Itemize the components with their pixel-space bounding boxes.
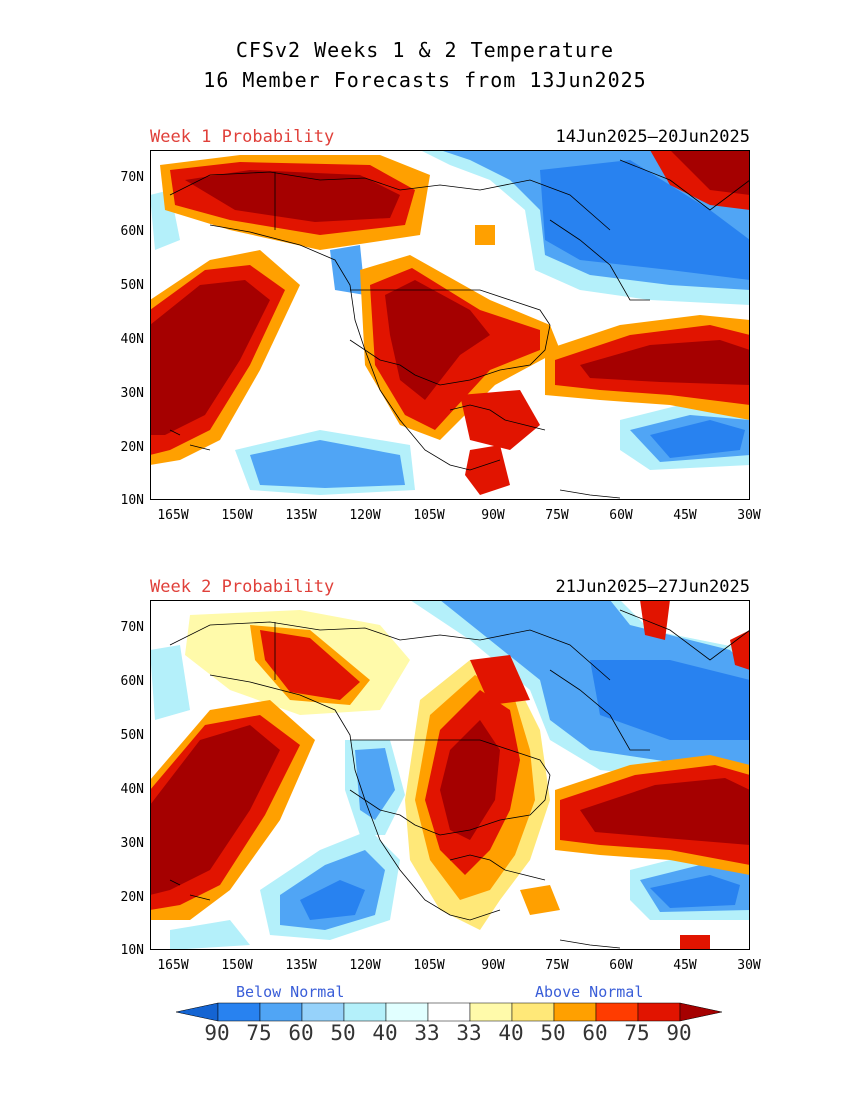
week1-coastlines [169,159,750,499]
week1-lon-90w: 90W [481,508,505,523]
legend-above-normal-label: Above Normal [535,983,644,1001]
week2-below-normal-shading [150,600,750,950]
week1-lon-135w: 135W [285,508,317,523]
legend-value: 33 [414,1021,440,1045]
week2-dates: 21Jun2025—27Jun2025 [555,577,750,597]
week2-label: Week 2 Probability [150,577,335,597]
legend-value: 40 [498,1021,524,1045]
legend-colorbar [176,1002,723,1022]
week1-map [150,150,750,500]
week1-lon-45w: 45W [673,508,697,523]
week2-lat-50n: 50N [120,728,144,743]
legend-value: 50 [540,1021,566,1045]
week2-lat-20n: 20N [120,890,144,905]
legend-arrow-above [679,1002,723,1022]
week2-above-normal-shading [150,600,750,950]
chart-title-line1: CFSv2 Weeks 1 & 2 Temperature [235,38,615,62]
legend-value: 75 [246,1021,272,1045]
week1-lon-120w: 120W [349,508,381,523]
week1-lon-75w: 75W [545,508,569,523]
week1-dates: 14Jun2025—20Jun2025 [555,127,750,147]
week2-lon-150w: 150W [221,958,253,973]
week2-lat-40n: 40N [120,782,144,797]
week2-lon-90w: 90W [481,958,505,973]
week2-lon-60w: 60W [609,958,633,973]
week2-lon-135w: 135W [285,958,317,973]
legend-value: 90 [666,1021,692,1045]
week1-lon-30w: 30W [737,508,761,523]
week2-coastlines [169,609,750,949]
chart-title-line2: 16 Member Forecasts from 13Jun2025 [203,68,647,92]
week2-lat-10n: 10N [120,943,144,958]
week1-lon-150w: 150W [221,508,253,523]
week2-lon-45w: 45W [673,958,697,973]
week1-lat-50n: 50N [120,278,144,293]
week1-lon-165w: 165W [157,508,189,523]
week2-lat-30n: 30N [120,836,144,851]
legend-value: 33 [456,1021,482,1045]
week1-lat-10n: 10N [120,493,144,508]
legend-value: 50 [330,1021,356,1045]
legend-value: 90 [204,1021,230,1045]
week2-lon-120w: 120W [349,958,381,973]
week2-map [150,600,750,950]
week1-lat-30n: 30N [120,386,144,401]
week2-lon-75w: 75W [545,958,569,973]
week1-lon-60w: 60W [609,508,633,523]
week1-lat-20n: 20N [120,440,144,455]
legend-value: 75 [624,1021,650,1045]
legend-value: 40 [372,1021,398,1045]
week2-lat-60n: 60N [120,674,144,689]
week1-lat-60n: 60N [120,224,144,239]
week1-label: Week 1 Probability [150,127,335,147]
legend-below-normal-label: Below Normal [236,983,345,1001]
week1-lat-70n: 70N [120,170,144,185]
week1-lat-40n: 40N [120,332,144,347]
week2-lon-165w: 165W [157,958,189,973]
legend-value: 60 [582,1021,608,1045]
legend-value: 60 [288,1021,314,1045]
legend-arrow-below [176,1002,219,1022]
week2-lon-105w: 105W [413,958,445,973]
week2-lat-70n: 70N [120,620,144,635]
week1-lon-105w: 105W [413,508,445,523]
week2-lon-30w: 30W [737,958,761,973]
week1-above-normal-shading [150,150,750,495]
